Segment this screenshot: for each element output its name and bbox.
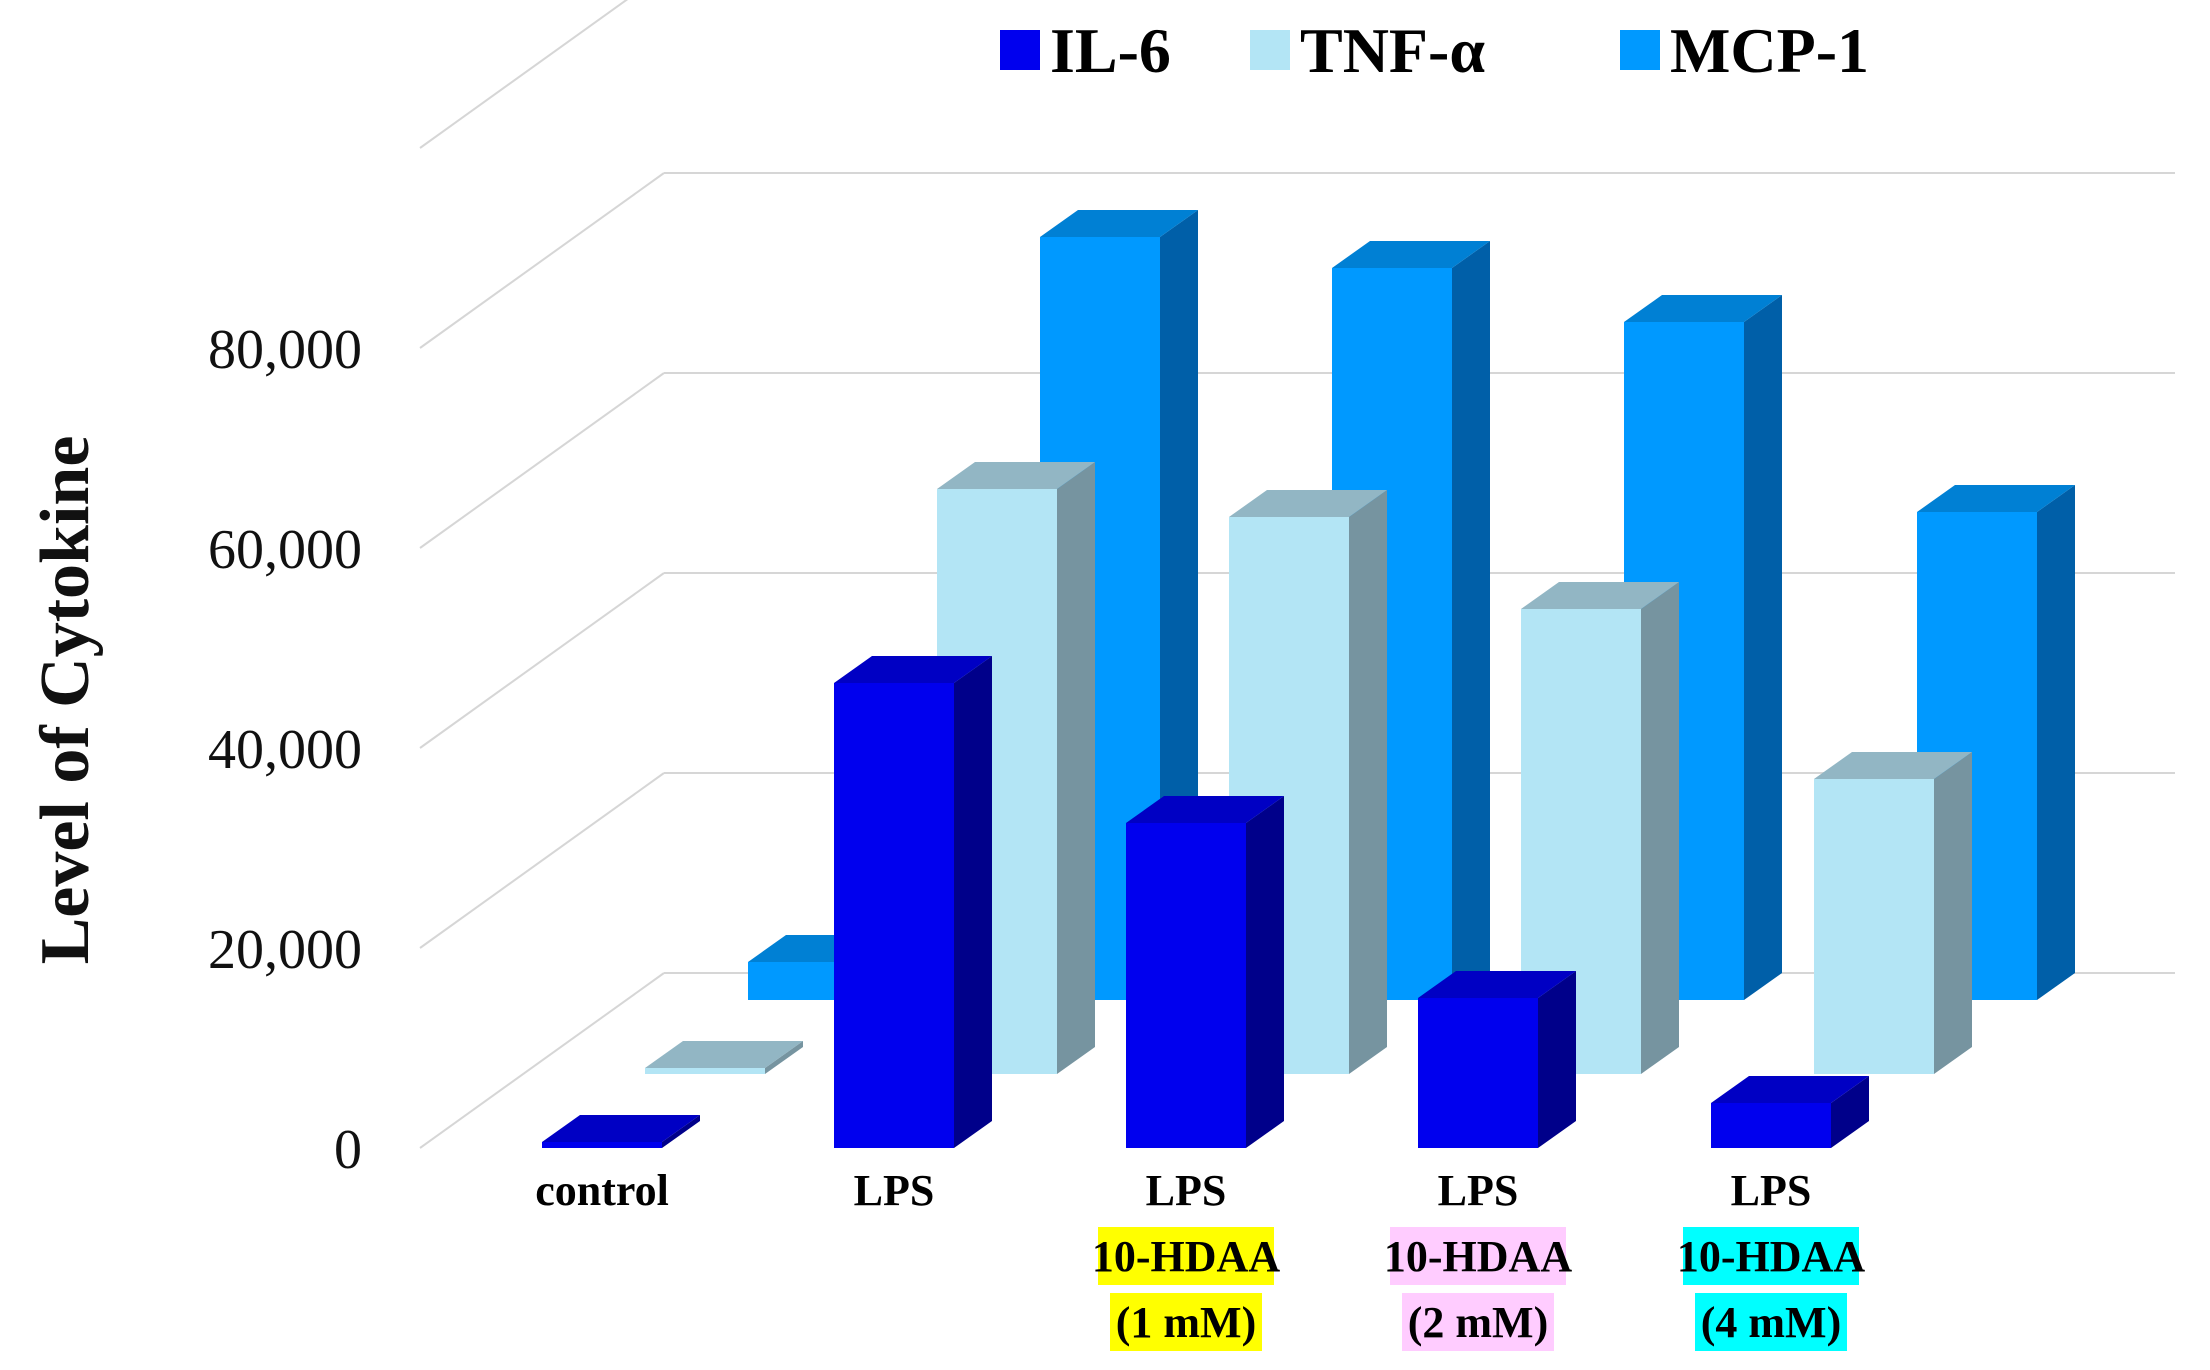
bar-side (1246, 796, 1284, 1148)
bar-front (834, 683, 954, 1148)
bar-top (1917, 485, 2075, 512)
bar-il6-1 (834, 656, 992, 1148)
gridline-diagonal (419, 972, 665, 1149)
legend-label: MCP-1 (1670, 15, 1869, 86)
y-tick-label: 0 (334, 1119, 362, 1181)
bar-top (1711, 1076, 1869, 1103)
bar-side (1744, 295, 1782, 1000)
category-highlight (1098, 1227, 1274, 1285)
gridline-diagonal (419, 0, 629, 149)
y-tick-label: 40,000 (208, 719, 362, 781)
category-highlight (1110, 1293, 1262, 1351)
bars (542, 210, 2075, 1148)
category-highlight (1390, 1227, 1566, 1285)
bar-top (1624, 295, 1782, 322)
bar-side (1538, 971, 1576, 1148)
bar-top (1521, 582, 1679, 609)
category-label: (1 mM) (1116, 1298, 1257, 1347)
bar-side (1057, 462, 1095, 1074)
bar-side (765, 1041, 803, 1074)
category-highlight (1402, 1293, 1554, 1351)
bar-il6-4 (1711, 1076, 1869, 1148)
category-label: LPS (1146, 1166, 1227, 1215)
legend-swatch (1250, 30, 1290, 70)
category-label: 10-HDAA (1092, 1232, 1280, 1281)
y-tick-label: 80,000 (208, 319, 362, 381)
bar-top (1418, 971, 1576, 998)
bar-tnf-4 (1814, 752, 1972, 1074)
bar-front (1126, 823, 1246, 1148)
bar-side (662, 1115, 700, 1148)
bar-front (1418, 998, 1538, 1148)
gridline-diagonal (419, 372, 665, 549)
category-label: LPS (854, 1166, 935, 1215)
category-label: 10-HDAA (1677, 1232, 1865, 1281)
bar-front (1814, 779, 1934, 1074)
bar-top (937, 462, 1095, 489)
bar-side (1831, 1076, 1869, 1148)
y-tick-label: 60,000 (208, 519, 362, 581)
category-highlight (1695, 1293, 1847, 1351)
category-label: LPS (1731, 1166, 1812, 1215)
legend-label: IL-6 (1050, 15, 1171, 86)
bar-il6-0 (542, 1115, 700, 1148)
bar-top (1229, 490, 1387, 517)
bar-front (645, 1068, 765, 1074)
bar-side (954, 656, 992, 1148)
bar-top (1332, 241, 1490, 268)
bar-il6-2 (1126, 796, 1284, 1148)
category-label: (2 mM) (1408, 1298, 1549, 1347)
bar-top (1814, 752, 1972, 779)
bar-front (1711, 1103, 1831, 1148)
category-label: (4 mM) (1701, 1298, 1842, 1347)
y-tick-label: 20,000 (208, 919, 362, 981)
bar-front (542, 1142, 662, 1148)
bar-side (1452, 241, 1490, 1000)
y-axis-label: Level of Cytokine (27, 436, 104, 965)
bar-top (1040, 210, 1198, 237)
bar-side (1349, 490, 1387, 1074)
bar-side (1934, 752, 1972, 1074)
y-axis-ticks: 0 20,000 40,000 60,000 80,000 (208, 319, 362, 1181)
legend-swatch (1620, 30, 1660, 70)
bar-top (834, 656, 992, 683)
bar-top (542, 1115, 700, 1142)
gridline-diagonal (419, 572, 665, 749)
bar-top (1126, 796, 1284, 823)
bar-side (1641, 582, 1679, 1074)
category-labels: control LPS LPS 10-HDAA (1 mM) LPS 10-HDAA (2 m… (535, 1166, 1865, 1351)
gridline-diagonal (419, 172, 665, 349)
bar-tnf-0 (645, 1041, 803, 1074)
category-highlight (1683, 1227, 1859, 1285)
bar-side (2037, 485, 2075, 1000)
legend-label: TNF-α (1300, 15, 1485, 86)
category-label: LPS (1438, 1166, 1519, 1215)
category-label: 10-HDAA (1384, 1232, 1572, 1281)
category-label: control (535, 1166, 669, 1215)
bar-top (645, 1041, 803, 1068)
legend: IL-6 TNF-α MCP-1 (1000, 15, 1869, 86)
legend-swatch (1000, 30, 1040, 70)
gridline-diagonal (419, 772, 665, 949)
bar-il6-3 (1418, 971, 1576, 1148)
